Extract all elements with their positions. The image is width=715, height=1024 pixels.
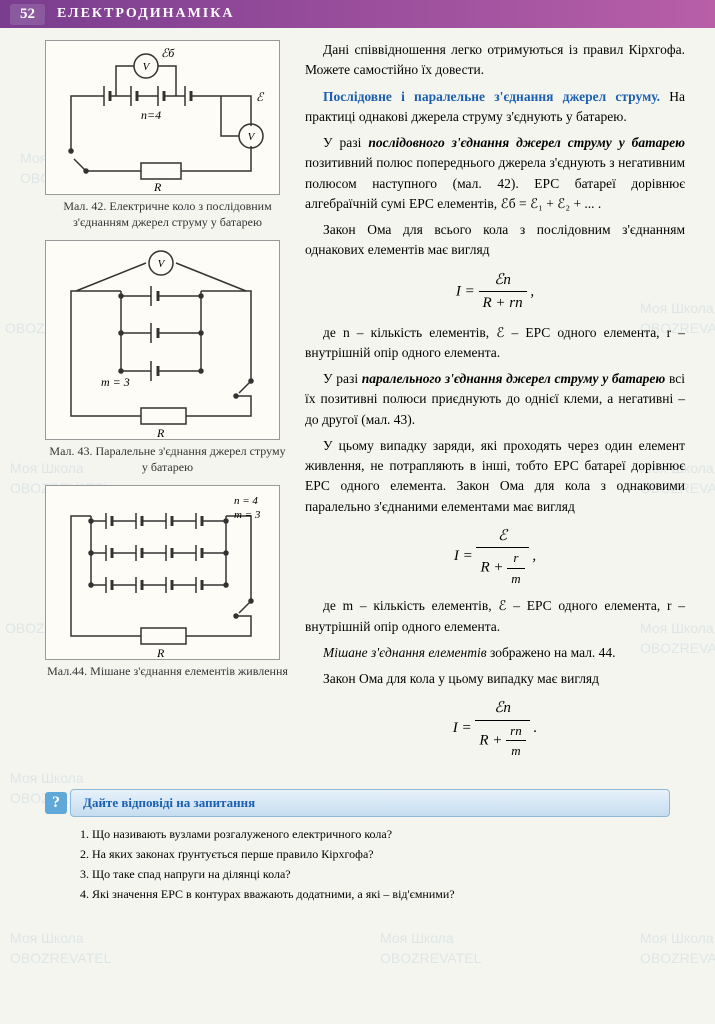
section-heading: Послідовне і паралельне з'єднання джерел… [323,89,660,104]
svg-text:V: V [158,258,166,270]
circuit-diagram-44: n = 4 m = 3 R [45,485,280,660]
questions-header: ? Дайте відповіді на запитання [70,789,670,817]
page-header: 52 ЕЛЕКТРОДИНАМІКА [0,0,715,28]
svg-text:R: R [156,426,165,440]
paragraph: У цьому випадку заряди, які проходять че… [305,436,685,517]
svg-text:R: R [153,180,162,194]
watermark: OBOZREVATEL [640,950,715,966]
paragraph: Послідовне і паралельне з'єднання джерел… [305,87,685,128]
question-icon: ? [45,792,67,814]
question-item: Що називають вузлами розгалуженого елект… [92,825,670,843]
paragraph: Закон Ома для кола у цьому випадку має в… [305,669,685,689]
svg-text:V: V [143,61,151,73]
watermark: Моя Школа [10,930,84,946]
svg-text:m = 3: m = 3 [234,509,261,521]
question-item: На яких законах ґрунтується перше правил… [92,845,670,863]
formula-1: I = ℰnR + rn , [305,269,685,315]
svg-text:ℰб: ℰб [161,46,175,60]
formula-2: I = ℰ R + rm , [305,525,685,589]
paragraph: У разі паралельного з'єднання джерел стр… [305,369,685,430]
svg-text:ℰ: ℰ [256,90,265,104]
watermark: OBOZREVATEL [380,950,481,966]
paragraph: У разі послідовного з'єднання джерел стр… [305,133,685,214]
figure-43-caption: Мал. 43. Паралельне з'єднання джерел стр… [45,444,290,475]
questions-section: ? Дайте відповіді на запитання Що назива… [70,789,670,903]
svg-text:V: V [248,131,256,143]
figure-44: n = 4 m = 3 R Мал.44. Мішане з'єднання е… [45,485,290,680]
paragraph: Дані співвідношення легко отримуються із… [305,40,685,81]
circuit-diagram-42: V V ℰб ℰ n=4 R [45,40,280,195]
circuit-diagram-43: V m = 3 R [45,240,280,440]
question-item: Які значення ЕРС в контурах вважають дод… [92,885,670,903]
figures-column: V V ℰб ℰ n=4 R Мал. 42. Електричне коло … [45,40,290,769]
chapter-title: ЕЛЕКТРОДИНАМІКА [57,6,235,22]
figure-43: V m = 3 R Мал. 43. Паралельне з'єднання … [45,240,290,475]
paragraph: Закон Ома для всього кола з послідовним … [305,220,685,261]
formula-3: I = ℰn R + rnm . [305,697,685,761]
paragraph: Мішане з'єднання елементів зображено на … [305,643,685,663]
svg-text:n=4: n=4 [141,108,161,122]
watermark: Моя Школа [640,930,714,946]
questions-list: Що називають вузлами розгалуженого елект… [70,817,670,903]
watermark: Моя Школа [380,930,454,946]
page-number: 52 [10,4,45,25]
paragraph: де m – кількість елементів, ℰ – ЕРС одно… [305,596,685,637]
watermark: OBOZREVATEL [10,950,111,966]
paragraph: де n – кількість елементів, ℰ – ЕРС одно… [305,323,685,364]
figure-44-caption: Мал.44. Мішане з'єднання елементів живле… [45,664,290,680]
figure-42: V V ℰб ℰ n=4 R Мал. 42. Електричне коло … [45,40,290,230]
svg-text:R: R [156,646,165,660]
text-column: Дані співвідношення легко отримуються із… [290,40,685,769]
svg-text:m = 3: m = 3 [101,375,130,389]
svg-text:n = 4: n = 4 [234,495,258,507]
question-item: Що таке спад напруги на ділянці кола? [92,865,670,883]
figure-42-caption: Мал. 42. Електричне коло з послідовним з… [45,199,290,230]
